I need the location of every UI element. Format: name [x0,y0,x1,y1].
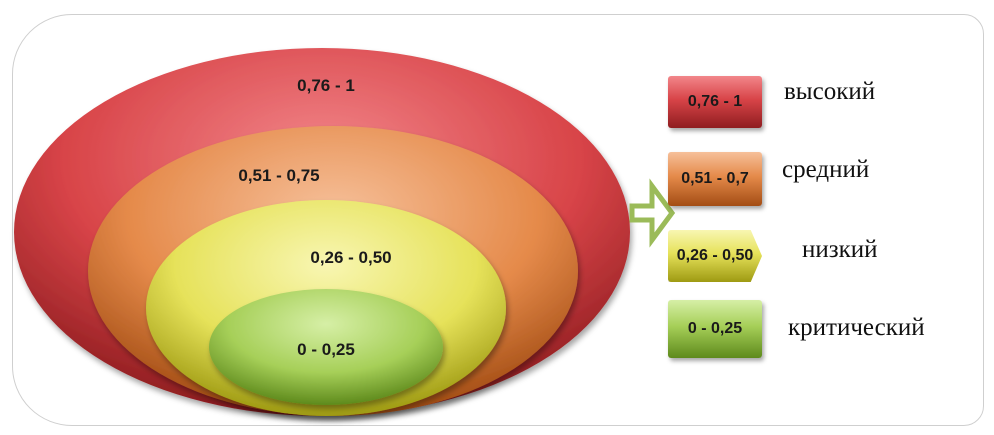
legend-swatch-high: 0,76 - 1 [668,76,762,128]
ellipse-label-medium: 0,51 - 0,75 [238,166,320,185]
ellipse-label-critical: 0 - 0,25 [297,340,355,359]
legend-swatch-critical: 0 - 0,25 [668,300,762,358]
legend-label-high: высокий [784,78,876,105]
legend-swatch-low: 0,26 - 0,50 [668,230,762,282]
legend-label-low: низкий [802,236,878,263]
ellipse-label-low: 0,26 - 0,50 [310,248,392,267]
arrow-right-icon [629,178,676,248]
legend-label-critical: критический [788,314,925,341]
ellipse-critical [209,289,443,405]
legend-swatch-medium: 0,51 - 0,7 [668,152,762,206]
ellipse-label-high: 0,76 - 1 [297,76,355,95]
legend-label-medium: средний [782,156,870,183]
